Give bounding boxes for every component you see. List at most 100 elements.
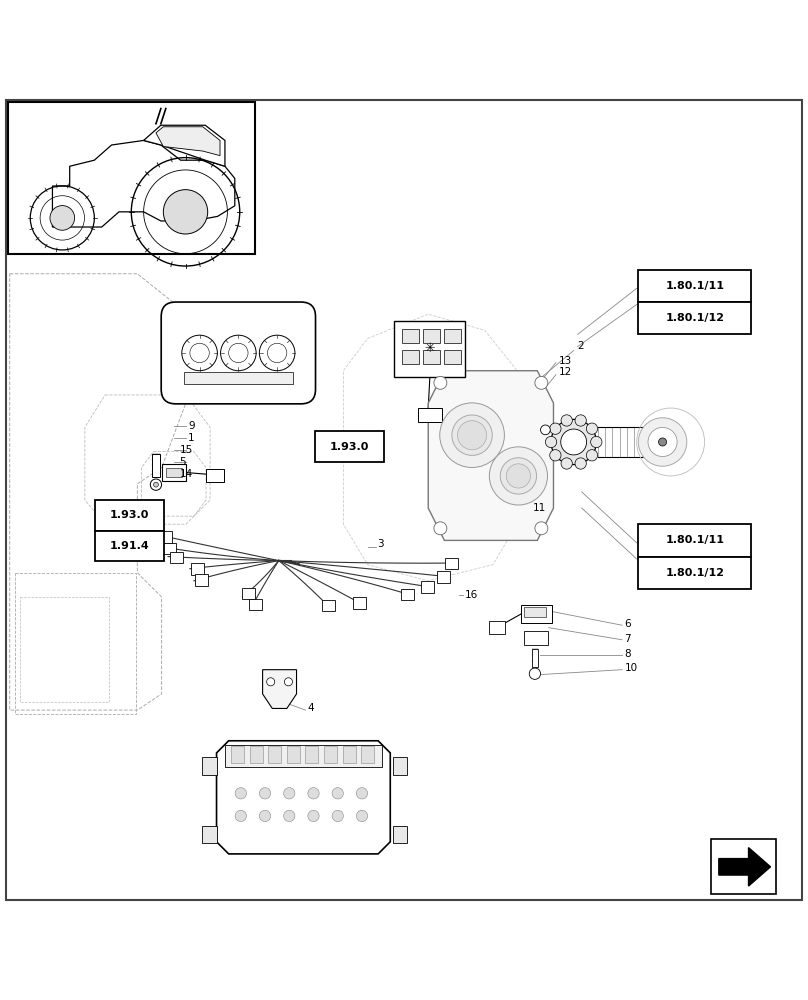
Bar	[638, 557, 751, 589]
Text: 3: 3	[377, 539, 384, 549]
Circle shape	[638, 418, 687, 466]
Bar	[524, 631, 548, 645]
Bar	[163, 543, 176, 554]
Circle shape	[332, 788, 343, 799]
Bar	[402, 329, 419, 343]
Bar	[202, 826, 217, 843]
Circle shape	[535, 376, 548, 389]
Circle shape	[457, 421, 486, 450]
Bar	[324, 746, 337, 763]
Text: 1.80.1/11: 1.80.1/11	[665, 535, 725, 545]
Bar	[268, 746, 281, 763]
Circle shape	[356, 810, 368, 822]
Bar	[159, 531, 172, 543]
Bar	[184, 372, 292, 384]
Circle shape	[259, 788, 271, 799]
Circle shape	[551, 419, 596, 465]
Circle shape	[235, 810, 246, 822]
Bar	[638, 302, 751, 334]
Circle shape	[440, 403, 504, 468]
Circle shape	[332, 810, 343, 822]
Circle shape	[259, 810, 271, 822]
Polygon shape	[156, 127, 220, 156]
Bar	[437, 571, 450, 583]
Text: 1.93.0: 1.93.0	[110, 510, 149, 520]
Circle shape	[587, 450, 598, 461]
Text: 1.80.1/11: 1.80.1/11	[665, 281, 725, 291]
Text: 1.80.1/12: 1.80.1/12	[665, 568, 725, 578]
Bar	[95, 500, 164, 531]
Bar	[393, 826, 407, 843]
Text: 9: 9	[188, 421, 195, 431]
Bar	[8, 102, 255, 254]
Circle shape	[549, 450, 561, 461]
Text: ✳: ✳	[425, 342, 435, 355]
Bar	[418, 408, 442, 422]
Circle shape	[356, 788, 368, 799]
Text: 15: 15	[179, 445, 192, 455]
Circle shape	[648, 427, 677, 457]
Bar	[421, 581, 434, 593]
Text: 8: 8	[625, 649, 631, 659]
Text: 11: 11	[533, 503, 546, 513]
Circle shape	[154, 482, 158, 487]
Text: 12: 12	[558, 367, 571, 377]
Text: 1.91.4: 1.91.4	[110, 541, 149, 551]
Text: 16: 16	[465, 590, 478, 600]
Bar	[206, 469, 224, 482]
Bar	[361, 746, 374, 763]
Circle shape	[500, 458, 537, 494]
Text: 1.80.1/12: 1.80.1/12	[665, 313, 725, 323]
Text: 14: 14	[179, 469, 192, 479]
Circle shape	[150, 479, 162, 490]
Bar	[225, 745, 382, 767]
Circle shape	[561, 415, 572, 426]
Circle shape	[575, 458, 587, 469]
Bar	[166, 468, 182, 477]
Polygon shape	[217, 741, 390, 854]
Bar	[231, 746, 244, 763]
Bar	[20, 597, 109, 702]
Text: 5: 5	[179, 457, 186, 467]
Circle shape	[434, 376, 447, 389]
Bar	[242, 588, 255, 599]
Bar	[343, 746, 356, 763]
Polygon shape	[144, 125, 225, 166]
Circle shape	[535, 522, 548, 535]
Bar	[322, 600, 335, 611]
Circle shape	[587, 423, 598, 434]
Bar	[638, 524, 751, 557]
Bar	[196, 574, 208, 586]
Text: 1: 1	[188, 433, 195, 443]
Bar	[521, 605, 552, 623]
Bar	[489, 621, 505, 634]
Bar	[287, 746, 300, 763]
Text: 1.93.0: 1.93.0	[330, 442, 369, 452]
Polygon shape	[428, 371, 553, 540]
Circle shape	[308, 810, 319, 822]
Circle shape	[284, 788, 295, 799]
Circle shape	[541, 425, 550, 435]
Bar	[249, 599, 262, 610]
Circle shape	[235, 788, 246, 799]
Text: 13: 13	[558, 356, 571, 366]
Bar	[191, 563, 204, 575]
Circle shape	[434, 522, 447, 535]
Circle shape	[545, 436, 557, 448]
Bar	[250, 746, 263, 763]
Bar	[423, 329, 440, 343]
Bar	[423, 350, 440, 364]
Bar	[393, 757, 407, 775]
Bar	[315, 431, 384, 462]
Circle shape	[490, 447, 548, 505]
Circle shape	[575, 415, 587, 426]
Text: 2: 2	[578, 341, 584, 351]
Bar	[394, 321, 465, 377]
Bar	[152, 454, 160, 477]
Circle shape	[452, 415, 492, 455]
Circle shape	[529, 668, 541, 679]
Bar	[402, 350, 419, 364]
Bar	[95, 531, 164, 561]
Circle shape	[549, 423, 561, 434]
Bar	[638, 270, 751, 302]
